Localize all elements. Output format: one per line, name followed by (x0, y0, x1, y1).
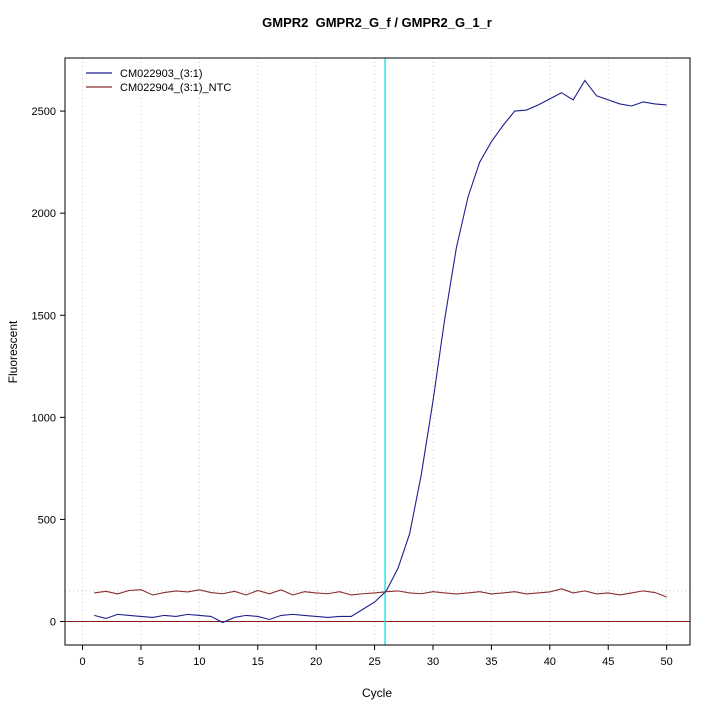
y-tick-label: 0 (50, 617, 56, 629)
x-tick-label: 50 (661, 656, 673, 668)
grid-layer (65, 58, 690, 645)
y-tick-label: 1000 (32, 412, 56, 424)
x-tick-label: 10 (193, 656, 205, 668)
y-axis-label: Fluorescent (6, 320, 20, 383)
y-tick-label: 1500 (32, 310, 56, 322)
legend-label-series1: CM022904_(3:1)_NTC (120, 82, 231, 94)
x-tick-label: 0 (79, 656, 85, 668)
y-tick-label: 2000 (32, 208, 56, 220)
chart-title: GMPR2 GMPR2_G_f / GMPR2_G_1_r (262, 15, 492, 30)
x-tick-label: 35 (485, 656, 497, 668)
y-tick-label: 500 (38, 514, 56, 526)
x-axis-label: Cycle (362, 686, 392, 700)
plot-border (64, 57, 691, 646)
x-tick-label: 40 (544, 656, 556, 668)
x-tick-label: 45 (602, 656, 614, 668)
legend: CM022903_(3:1) CM022904_(3:1)_NTC (86, 68, 231, 94)
legend-label-series0: CM022903_(3:1) (120, 68, 203, 80)
x-tick-label: 5 (138, 656, 144, 668)
x-tick-label: 15 (252, 656, 264, 668)
y-tick-label: 2500 (32, 106, 56, 118)
series-line-1 (94, 588, 667, 598)
x-tick-label: 25 (368, 656, 380, 668)
series-line-0 (94, 79, 667, 624)
x-tick-label: 20 (310, 656, 322, 668)
series-layer (94, 79, 667, 624)
x-tick-label: 30 (427, 656, 439, 668)
